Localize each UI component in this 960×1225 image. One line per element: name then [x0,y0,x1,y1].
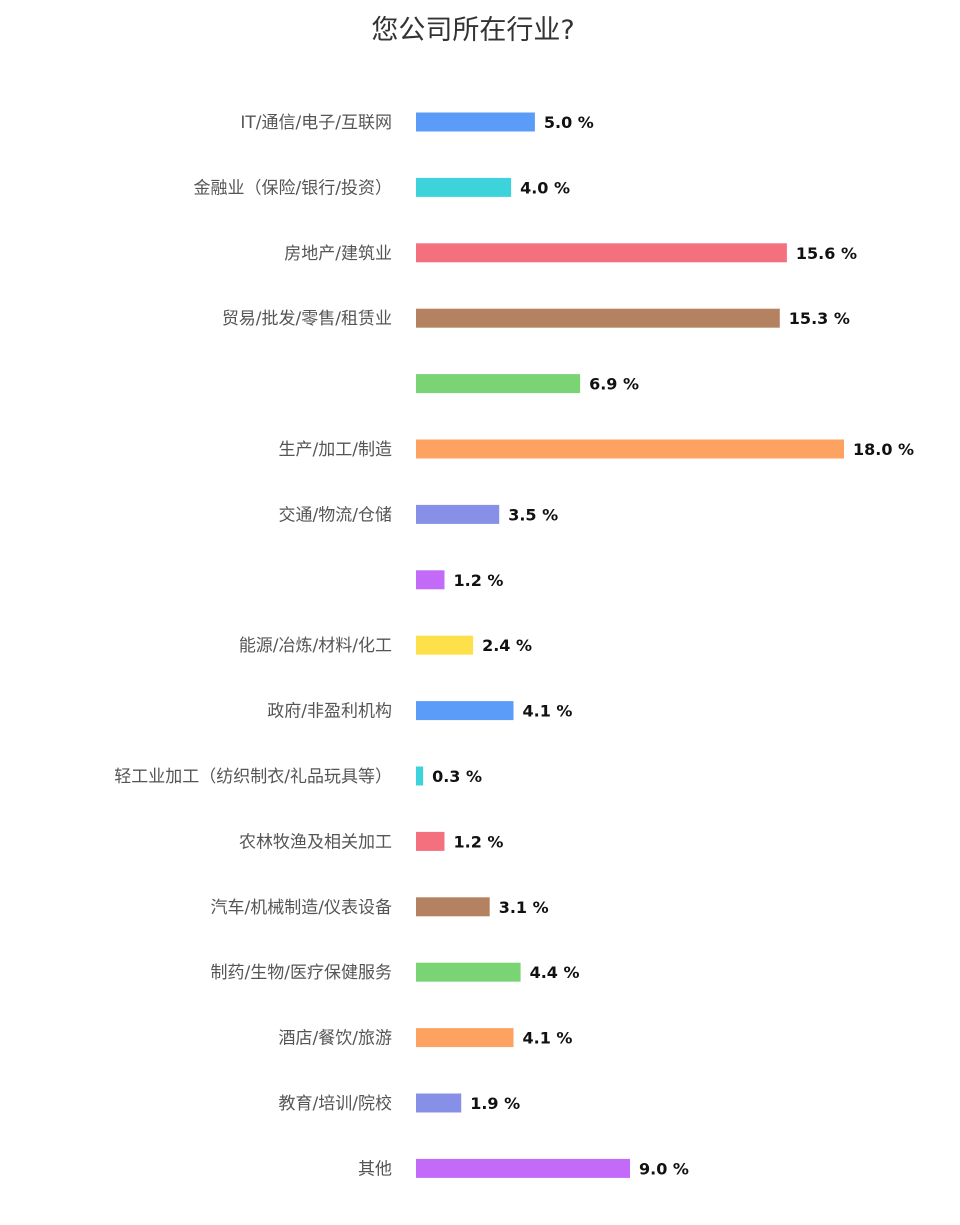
bar [416,439,844,459]
category-label: 交通/物流/仓储 [279,505,392,525]
value-label: 3.1 % [499,898,549,917]
bar [416,701,514,721]
category-label: 轻工业加工（纺织制衣/礼品玩具等） [114,767,392,787]
value-label: 0.3 % [432,767,482,786]
bar [416,374,581,394]
bar [416,112,535,132]
category-label: 房地产/建筑业 [284,244,392,264]
value-label: 4.1 % [523,702,573,721]
bar [416,766,424,786]
category-label: IT/通信/电子/互联网 [240,113,392,133]
bar [416,177,512,197]
value-label: 4.4 % [530,963,580,982]
category-label: 酒店/餐饮/旅游 [279,1029,392,1049]
bar [416,570,445,590]
value-label: 5.0 % [544,113,594,132]
value-label: 6.9 % [589,375,639,394]
value-label: 15.3 % [789,309,850,328]
category-label: 能源/冶炼/材料/化工 [239,636,392,656]
bar [416,504,500,524]
value-label: 1.9 % [470,1094,520,1113]
bar [416,1093,462,1113]
category-label: 农林牧渔及相关加工 [239,832,392,852]
category-label: 制药/生物/医疗保健服务 [211,963,392,983]
category-label: 政府/非盈利机构 [267,702,392,722]
bar [416,243,787,263]
value-label: 4.0 % [520,178,570,197]
category-label: 贸易/批发/零售/租赁业 [222,309,392,329]
value-label: 15.6 % [796,244,857,263]
value-label: 4.1 % [523,1029,573,1048]
bar [416,308,780,328]
bar [416,831,445,851]
category-label: 生产/加工/制造 [279,440,392,460]
category-label: 汽车/机械制造/仪表设备 [211,898,392,918]
bar [416,962,521,982]
value-label: 3.5 % [508,505,558,524]
bar [416,1028,514,1048]
value-label: 2.4 % [482,636,532,655]
chart-title: 您公司所在行业? [371,15,575,46]
bar [416,897,490,917]
value-label: 1.2 % [454,832,504,851]
category-label: 教育/培训/院校 [279,1094,392,1114]
value-label: 9.0 % [639,1159,689,1178]
category-label: 其他 [358,1159,392,1179]
value-label: 18.0 % [853,440,914,459]
bar [416,1158,630,1178]
category-label: 金融业（保险/银行/投资） [194,178,392,198]
bar [416,635,474,655]
value-label: 1.2 % [454,571,504,590]
